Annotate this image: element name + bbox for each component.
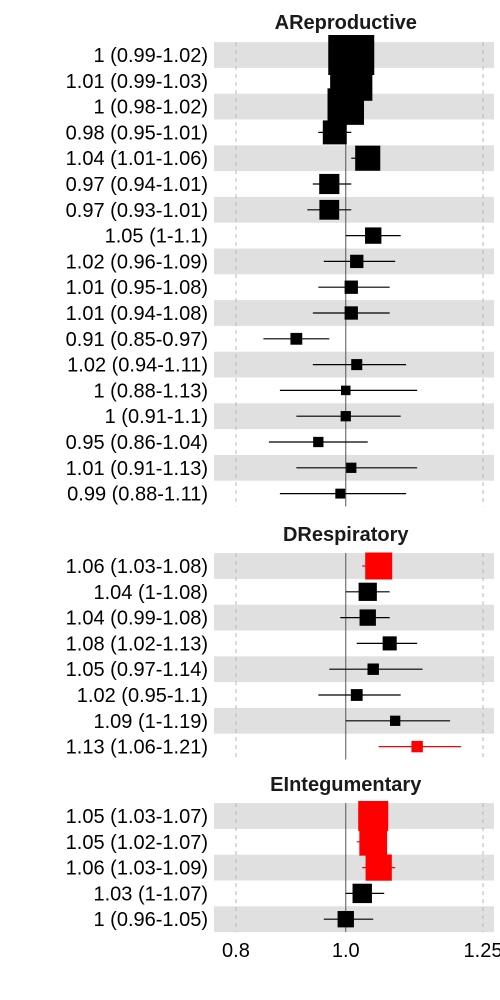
- panel-title: EIntegumentary: [270, 774, 422, 796]
- point-estimate: [337, 911, 354, 928]
- row-label: 1.03 (1-1.07): [93, 883, 208, 905]
- point-estimate: [344, 306, 358, 320]
- point-estimate: [365, 854, 392, 881]
- row-label: 1.02 (0.95-1.1): [77, 685, 208, 707]
- row-label: 1 (0.96-1.05): [93, 909, 208, 931]
- point-estimate: [319, 173, 340, 195]
- row-stripe: [214, 196, 494, 223]
- point-estimate: [352, 883, 372, 904]
- x-tick-label: 1.25: [464, 940, 500, 962]
- row-label: 1.04 (0.99-1.08): [66, 608, 208, 630]
- point-estimate: [350, 689, 363, 701]
- row-label: 1.06 (1.03-1.09): [66, 858, 208, 880]
- point-estimate: [355, 145, 381, 171]
- row-label: 1 (0.99-1.02): [93, 45, 208, 67]
- point-estimate: [382, 636, 397, 651]
- row-label: 1 (0.98-1.02): [93, 97, 208, 119]
- x-tick-label: 1.0: [332, 940, 360, 962]
- point-estimate: [358, 800, 389, 832]
- point-estimate: [290, 332, 303, 345]
- row-label: 1.04 (1-1.08): [93, 582, 208, 604]
- row-label: 0.95 (0.86-1.04): [66, 432, 208, 454]
- row-label: 1.08 (1.02-1.13): [66, 633, 208, 655]
- row-label: 1.06 (1.03-1.08): [66, 556, 208, 578]
- point-estimate: [341, 385, 351, 396]
- point-estimate: [351, 359, 363, 371]
- point-estimate: [367, 663, 379, 675]
- point-estimate: [327, 88, 365, 125]
- row-label: 1.01 (0.94-1.08): [66, 303, 208, 325]
- row-label: 1.04 (1.01-1.06): [66, 148, 208, 170]
- row-label: 1.09 (1-1.19): [93, 711, 208, 733]
- row-label: 0.98 (0.95-1.01): [66, 122, 208, 144]
- row-label: 1.13 (1.06-1.21): [66, 737, 208, 759]
- row-label: 1 (0.91-1.1): [105, 406, 208, 428]
- point-estimate: [313, 436, 324, 448]
- row-label: 1.05 (1.02-1.07): [66, 832, 208, 854]
- point-estimate: [340, 411, 351, 422]
- row-label: 0.97 (0.94-1.01): [66, 174, 208, 196]
- point-estimate: [359, 609, 376, 626]
- row-label: 0.99 (0.88-1.11): [67, 484, 208, 506]
- point-estimate: [365, 227, 382, 244]
- point-estimate: [365, 552, 393, 580]
- point-estimate: [344, 280, 358, 294]
- point-estimate: [359, 827, 388, 856]
- row-label: 1.01 (0.95-1.08): [66, 277, 208, 299]
- row-label: 1.02 (0.96-1.09): [66, 251, 208, 273]
- row-stripe: [214, 553, 494, 579]
- x-tick-label: 0.8: [222, 940, 250, 962]
- point-estimate: [358, 582, 377, 601]
- point-estimate: [322, 120, 347, 145]
- row-label: 1.05 (1-1.1): [105, 226, 208, 248]
- row-label: 1.01 (0.91-1.13): [66, 458, 208, 480]
- row-label: 0.97 (0.93-1.01): [66, 200, 208, 222]
- row-label: 1.05 (0.97-1.14): [66, 659, 208, 681]
- point-estimate: [346, 462, 357, 473]
- panel-title: AReproductive: [275, 12, 417, 34]
- point-estimate: [319, 199, 340, 220]
- row-label: 1.02 (0.94-1.11): [67, 355, 208, 377]
- point-estimate: [335, 488, 346, 499]
- row-stripe: [214, 854, 494, 881]
- point-estimate: [390, 715, 401, 726]
- panel-title: DRespiratory: [283, 524, 409, 546]
- row-label: 1.05 (1.03-1.07): [66, 806, 208, 828]
- row-label: 0.91 (0.85-0.97): [66, 329, 208, 351]
- row-stripe: [214, 803, 494, 829]
- point-estimate: [411, 740, 423, 753]
- point-estimate: [350, 254, 364, 269]
- row-label: 1.01 (0.99-1.03): [66, 71, 208, 93]
- row-label: 1 (0.88-1.13): [93, 380, 208, 402]
